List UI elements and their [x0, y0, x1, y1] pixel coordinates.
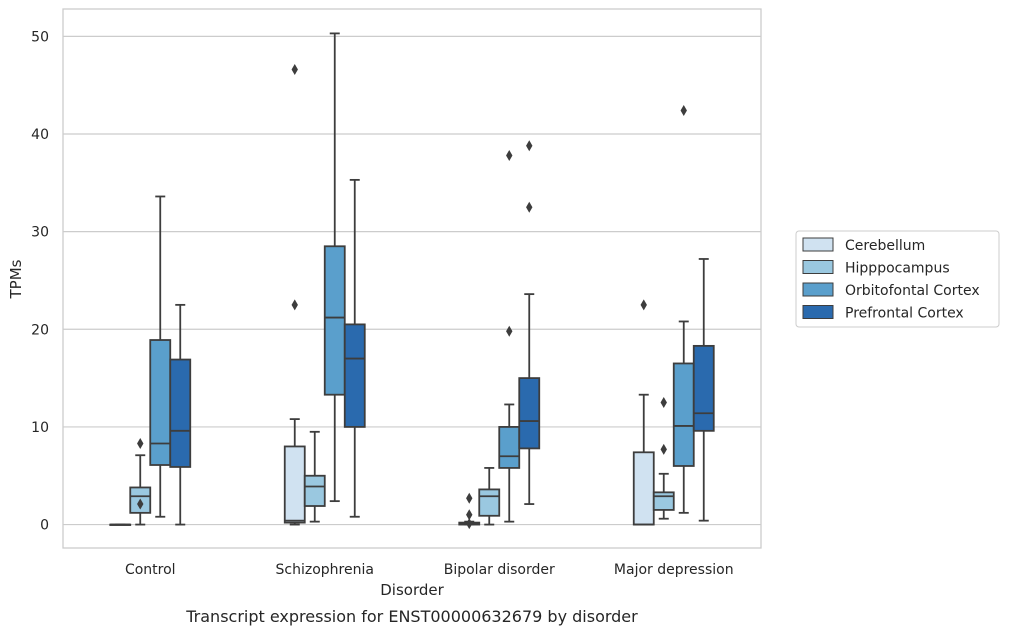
outlier-point — [506, 325, 513, 337]
outlier-point — [660, 397, 667, 409]
outlier-point — [466, 518, 473, 530]
box-body — [498, 426, 521, 469]
outlier-point — [137, 438, 144, 450]
box-3-1 — [458, 492, 481, 530]
box-2-3 — [323, 32, 346, 503]
x-axis-label: Disorder — [380, 581, 444, 599]
outlier-point — [137, 498, 144, 510]
outlier-point — [291, 64, 298, 76]
y-tick-label-0: 0 — [40, 518, 49, 534]
legend-swatch-4 — [802, 305, 834, 319]
outlier-point — [506, 149, 513, 161]
box-3-4 — [518, 140, 541, 505]
box-body — [149, 339, 172, 466]
box-4-3 — [672, 105, 695, 514]
y-tick-label-20: 20 — [31, 322, 49, 338]
box-2-4 — [343, 178, 366, 518]
plot-frame — [62, 8, 762, 549]
outlier-point — [680, 105, 687, 117]
box-3-2 — [478, 467, 501, 526]
outlier-point — [526, 201, 533, 213]
legend: Cerebellum Hipppocampus Orbitofontal Corte… — [795, 230, 1000, 328]
box-body — [672, 362, 695, 467]
x-tick-label-4: Major depression — [614, 562, 734, 578]
box-2-2 — [303, 430, 326, 523]
box-body — [283, 445, 306, 524]
y-tick-label-30: 30 — [31, 225, 49, 241]
y-tick-label-10: 10 — [31, 420, 49, 436]
x-tick-label-3: Bipolar disorder — [444, 562, 555, 578]
outlier-point — [291, 299, 298, 311]
box-body — [518, 377, 541, 450]
box-body — [478, 488, 501, 517]
box-1-4 — [169, 303, 192, 526]
legend-label-4: Prefrontal Cortex — [845, 306, 964, 322]
boxes — [109, 32, 715, 530]
outlier-point — [526, 140, 533, 152]
box-4-4 — [692, 258, 715, 522]
box-body — [169, 358, 192, 468]
box-body — [692, 344, 715, 432]
x-tick-label-2: Schizophrenia — [276, 562, 374, 578]
legend-swatch-2 — [802, 260, 834, 274]
legend-label-3: Orbitofontal Cortex — [845, 283, 980, 299]
y-tick-labels: 0 10 20 30 40 50 — [31, 29, 49, 533]
box-body — [652, 491, 675, 511]
x-tick-label-1: Control — [125, 562, 176, 578]
x-tick-labels: Control Schizophrenia Bipolar disorder Majo… — [125, 562, 734, 578]
legend-swatch-1 — [802, 237, 834, 252]
legend-swatch-3 — [802, 282, 834, 297]
box-body — [303, 474, 326, 507]
y-axis-label: TPMs — [7, 259, 25, 299]
box-body — [343, 323, 366, 428]
chart-caption: Transcript expression for ENST0000063267… — [185, 607, 638, 626]
outlier-point — [466, 492, 473, 504]
y-tick-label-40: 40 — [31, 127, 49, 143]
legend-label-2: Hipppocampus — [845, 261, 950, 277]
y-tick-label-50: 50 — [31, 29, 49, 45]
box-1-2 — [129, 438, 152, 526]
box-body — [632, 451, 655, 526]
box-1-1 — [109, 523, 132, 526]
outlier-point — [466, 509, 473, 521]
box-4-2 — [652, 397, 675, 520]
outlier-point — [660, 443, 667, 455]
box-body — [323, 245, 346, 396]
outlier-point — [640, 299, 647, 311]
legend-label-1: Cerebellum — [845, 238, 925, 254]
box-4-1 — [632, 299, 655, 526]
legend-frame — [795, 230, 1000, 328]
